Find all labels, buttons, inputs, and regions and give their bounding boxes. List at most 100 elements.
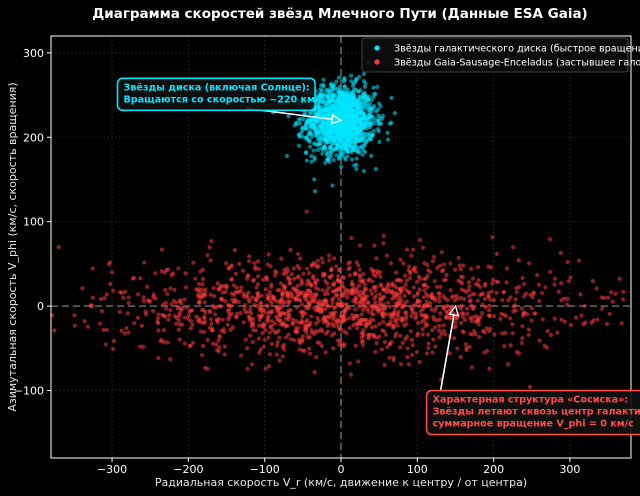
halo-star-point <box>428 269 433 274</box>
disk-star-point <box>389 95 394 100</box>
halo-star-point <box>529 318 534 323</box>
halo-star-point <box>258 315 263 320</box>
x-tick-label: 0 <box>338 463 345 476</box>
halo-star-point <box>405 346 410 351</box>
halo-star-point <box>210 303 216 308</box>
halo-star-point <box>378 282 383 287</box>
halo-star-point <box>218 286 223 291</box>
halo-star-point <box>122 331 128 336</box>
halo-star-point <box>239 353 244 358</box>
halo-star-point <box>183 271 188 276</box>
disk-star-point <box>304 120 310 125</box>
disk-star-point <box>359 115 365 120</box>
halo-star-point <box>454 293 459 298</box>
halo-star-point <box>360 342 365 347</box>
disk-star-point <box>364 126 369 131</box>
halo-star-point <box>263 287 268 292</box>
halo-star-point <box>260 330 265 336</box>
halo-star-point <box>153 271 158 276</box>
halo-star-point <box>315 315 320 321</box>
halo-star-point <box>494 290 499 295</box>
halo-star-point <box>212 312 218 317</box>
halo-star-point <box>219 297 224 302</box>
disk-star-point <box>362 143 367 148</box>
disk-star-point <box>325 153 330 158</box>
disk-star-point <box>348 140 353 145</box>
disk-star-point <box>344 90 349 95</box>
disk-star-point <box>328 148 333 153</box>
halo-star-point <box>182 315 187 320</box>
disk-star-point <box>330 128 335 133</box>
halo-star-point <box>362 317 368 322</box>
halo-star-point <box>197 299 202 304</box>
halo-star-point <box>430 259 435 264</box>
halo-star-point <box>384 322 390 327</box>
halo-star-point <box>415 279 420 284</box>
halo-star-point <box>482 350 487 355</box>
halo-star-point <box>484 326 489 331</box>
disk-star-point <box>320 151 325 156</box>
disk-star-point <box>313 133 318 138</box>
disk-star-point <box>354 145 359 150</box>
disk-star-point <box>371 104 377 109</box>
halo-star-point <box>249 362 255 367</box>
halo-star-point <box>194 314 199 319</box>
halo-star-point <box>307 346 312 351</box>
halo-star-point <box>374 256 379 261</box>
halo-star-point <box>368 288 373 293</box>
legend-box <box>361 37 629 73</box>
halo-star-point <box>306 301 311 307</box>
halo-star-point <box>251 277 257 282</box>
halo-star-point <box>398 257 403 262</box>
halo-star-point <box>171 298 176 304</box>
halo-star-point <box>225 322 230 327</box>
annotation-text: суммарное вращение V_phi = 0 км/с <box>433 419 635 430</box>
halo-star-point <box>285 274 291 280</box>
halo-star-point <box>621 289 626 294</box>
halo-star-point <box>281 320 287 326</box>
halo-star-point <box>565 302 570 307</box>
halo-star-point <box>424 351 430 356</box>
halo-star-point <box>249 311 254 316</box>
halo-star-point <box>203 292 208 298</box>
halo-star-point <box>293 296 298 302</box>
halo-star-point <box>460 329 465 334</box>
halo-star-point <box>459 311 465 316</box>
halo-star-point <box>264 275 269 280</box>
halo-star-point <box>506 298 511 303</box>
halo-star-point <box>250 320 255 325</box>
halo-star-point <box>477 334 482 340</box>
halo-star-point <box>516 258 521 263</box>
halo-star-point <box>141 344 146 349</box>
halo-star-point <box>270 327 275 332</box>
halo-star-point <box>255 259 260 264</box>
halo-star-point <box>278 311 283 317</box>
disk-star-point <box>351 87 356 92</box>
halo-star-point <box>487 366 492 371</box>
halo-star-point <box>305 266 310 271</box>
disk-star-point <box>336 109 341 114</box>
halo-star-point <box>209 321 214 326</box>
halo-star-point <box>304 298 309 303</box>
halo-star-point <box>489 265 494 270</box>
halo-star-point <box>300 334 305 339</box>
halo-star-point <box>504 280 509 285</box>
halo-star-point <box>274 270 279 275</box>
halo-star-point <box>308 282 313 287</box>
halo-star-point <box>342 318 347 323</box>
halo-star-point <box>453 267 458 272</box>
halo-star-point <box>349 235 354 241</box>
halo-star-point <box>240 268 246 273</box>
halo-star-point <box>617 276 622 281</box>
halo-star-point <box>473 332 478 337</box>
disk-star-point <box>315 142 320 148</box>
disk-star-points <box>271 60 397 194</box>
halo-star-point <box>293 286 298 291</box>
halo-star-point <box>281 271 286 277</box>
halo-star-point <box>309 314 314 319</box>
halo-star-point <box>490 281 495 286</box>
halo-star-point <box>340 315 345 320</box>
disk-star-point <box>353 133 358 138</box>
disk-star-point <box>325 89 330 94</box>
halo-star-point <box>494 279 499 284</box>
